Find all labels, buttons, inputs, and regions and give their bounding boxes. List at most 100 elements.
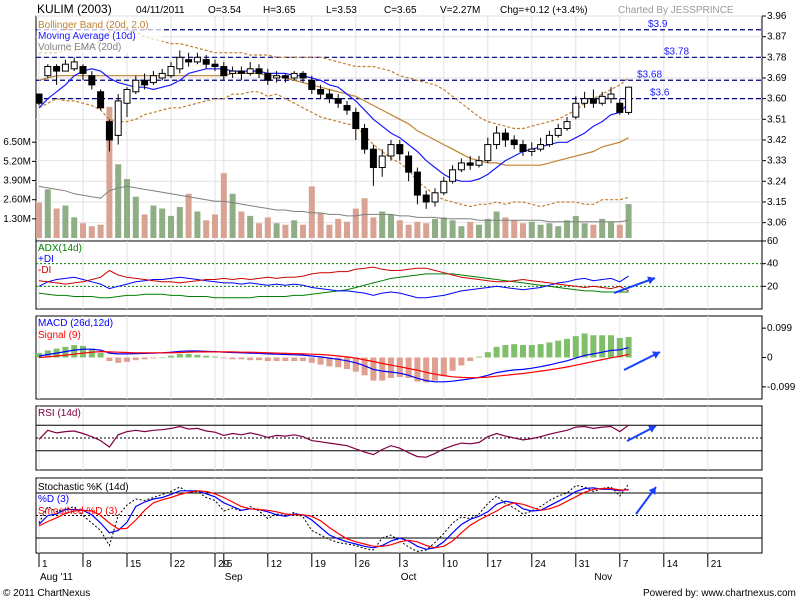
- volume-bar: [185, 193, 192, 238]
- candle-body: [141, 79, 149, 86]
- price-tick-label: 3.69: [767, 73, 787, 84]
- macd-histogram-bar: [185, 353, 192, 358]
- stoch-d-line: [38, 487, 629, 550]
- volume-bar: [520, 223, 526, 238]
- macd-histogram-bar: [317, 357, 324, 365]
- macd-histogram-bar: [458, 357, 465, 366]
- volume-bar: [440, 217, 447, 238]
- volume-bar: [467, 221, 474, 238]
- volume-bar: [273, 223, 280, 238]
- candle-body: [220, 66, 228, 77]
- volume-bar: [291, 220, 298, 238]
- price-tick-label: 3.51: [767, 114, 787, 125]
- macd-line: [38, 347, 629, 383]
- candle-body: [431, 192, 439, 203]
- volume-bar: [115, 164, 122, 238]
- macd-legend-entry: Signal (9): [38, 330, 81, 341]
- price-tick-label: 3.87: [767, 32, 787, 43]
- macd-histogram-bar: [194, 354, 201, 358]
- candle-body: [572, 102, 580, 118]
- volume-bar: [379, 211, 386, 238]
- macd-histogram-bar: [229, 357, 236, 360]
- macd-histogram-bar: [467, 357, 474, 362]
- candle-body: [79, 66, 87, 74]
- macd-histogram-bar: [379, 357, 386, 381]
- macd-signal-line: [38, 350, 629, 379]
- macd-histogram-bar: [282, 357, 289, 362]
- volume-bar: [599, 218, 606, 238]
- copyright-label: © 2011 ChartNexus: [3, 588, 90, 599]
- macd-histogram-bar: [141, 357, 148, 360]
- volume-bar: [62, 205, 69, 238]
- volume-bar: [625, 204, 632, 238]
- open-label: O=3.54: [208, 5, 242, 16]
- macd-histogram-bar: [440, 357, 447, 377]
- macd-histogram-bar: [423, 357, 430, 383]
- volume-bar: [572, 215, 579, 238]
- x-day-label: 17: [491, 559, 503, 570]
- macd-histogram-bar: [88, 348, 95, 358]
- candle-body: [413, 171, 421, 196]
- volume-bar: [528, 221, 535, 238]
- price-legend-entry: Volume EMA (20d): [38, 42, 121, 53]
- volume-bar: [247, 215, 254, 238]
- volume-bar: [300, 224, 306, 238]
- candle-body: [519, 144, 527, 152]
- price-level-label: $3.6: [650, 88, 670, 99]
- candle-body: [625, 86, 633, 113]
- macd-histogram-bar: [616, 337, 623, 358]
- change-label: Chg=+0.12 (+3.4%): [500, 5, 588, 16]
- volume-bar: [132, 196, 139, 238]
- volume-bar: [449, 220, 456, 238]
- macd-histogram-bar: [572, 336, 579, 358]
- macd-histogram-bar: [502, 345, 509, 358]
- stoch-legend-entry: Stochastic %K (14d): [38, 482, 129, 493]
- price-panel-frame: [35, 15, 763, 242]
- volume-bar: [308, 186, 315, 238]
- candle-body: [510, 139, 518, 146]
- volume-bar: [97, 224, 104, 238]
- macd-histogram-bar: [537, 344, 544, 358]
- volume-bar: [493, 211, 500, 238]
- candle-body: [281, 75, 289, 79]
- volume-bar: [414, 221, 421, 238]
- candle-body: [193, 56, 201, 63]
- candle-body: [343, 105, 351, 111]
- candle-body: [176, 56, 184, 70]
- price-tick-label: 3.06: [767, 218, 787, 229]
- powered-by-label: Powered by: www.chartnexus.com: [643, 588, 796, 599]
- volume-bar: [44, 189, 51, 238]
- price-tick-label: 3.96: [767, 11, 787, 22]
- macd-histogram-bar: [449, 357, 456, 371]
- candle-body: [88, 75, 96, 86]
- macd-histogram-bar: [599, 335, 606, 358]
- volume-bar: [194, 211, 201, 238]
- x-day-label: 21: [711, 559, 723, 570]
- volume-bar: [106, 106, 113, 238]
- macd-histogram-bar: [256, 357, 262, 361]
- stoch-legend-entry: Smoothed %D (3): [38, 506, 117, 517]
- macd-histogram-bar: [564, 338, 570, 358]
- x-month-label: Oct: [401, 572, 417, 583]
- macd-histogram-bar: [36, 353, 42, 358]
- annotation-arrow-head: [652, 351, 660, 359]
- annotation-arrow-line: [613, 277, 656, 294]
- annotation-arrow-head: [648, 487, 656, 495]
- rsi-legend-entry: RSI (14d): [38, 408, 81, 419]
- candle-body: [229, 70, 237, 74]
- candle-body: [554, 128, 562, 136]
- candle-body: [493, 132, 501, 146]
- macd-histogram-bar: [176, 353, 183, 358]
- volume-ema-line: [38, 185, 629, 223]
- macd-histogram-bar: [344, 357, 350, 370]
- candle-body: [273, 75, 281, 79]
- candle-body: [581, 98, 589, 104]
- x-day-label: 22: [174, 559, 186, 570]
- volume-bar: [511, 220, 518, 238]
- candle-body: [396, 144, 404, 155]
- volume-bar: [36, 202, 42, 238]
- macd-histogram-bar: [291, 357, 298, 362]
- macd-histogram-bar: [220, 357, 227, 359]
- volume-bar: [168, 215, 174, 238]
- volume-bar: [159, 208, 166, 238]
